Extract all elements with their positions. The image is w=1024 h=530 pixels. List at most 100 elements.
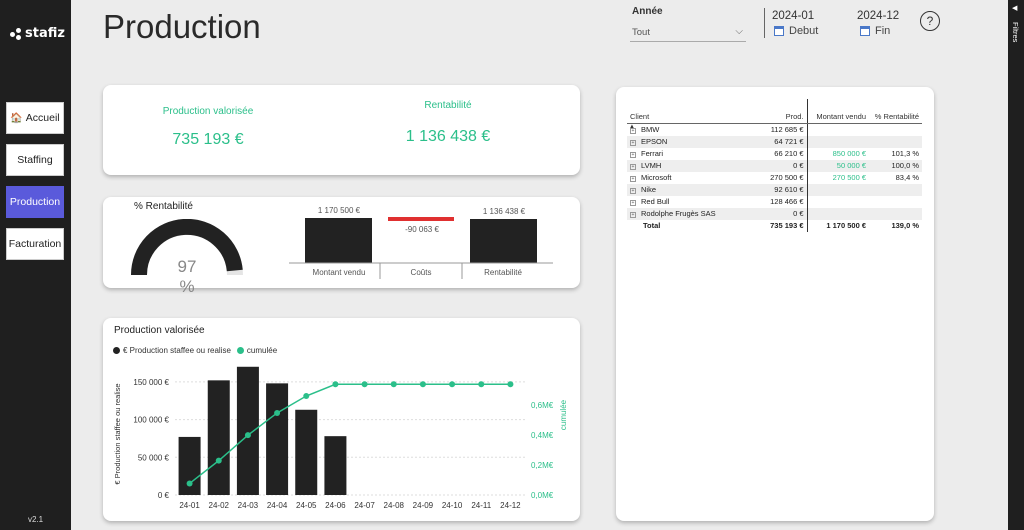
waterfall-value-rentabilite: 1 136 438 € — [482, 207, 526, 216]
table-row[interactable]: + Red Bull 128 466 € — [627, 195, 922, 208]
chart-legend: € Production staffee ou realise cumulée — [113, 346, 277, 355]
cell-prod: 0 € — [765, 207, 808, 220]
nav-facturation[interactable]: Facturation — [6, 228, 64, 260]
expand-icon[interactable]: + — [630, 152, 636, 158]
x-tick-label: 24-11 — [471, 501, 491, 510]
cumulee-point — [419, 381, 426, 388]
x-tick-label: 24-01 — [179, 501, 200, 510]
bar — [266, 383, 289, 495]
cell-total-label: Total — [643, 221, 661, 230]
logo-text: stafiz — [25, 26, 65, 41]
cell-rent — [869, 183, 922, 196]
annee-label: Année — [632, 6, 663, 17]
cell-prod: 128 466 € — [765, 195, 808, 208]
chart-title: Production valorisée — [114, 325, 205, 336]
bar — [178, 436, 201, 495]
nav-production-label: Production — [9, 196, 61, 208]
expand-icon[interactable]: + — [630, 164, 636, 170]
legend-production: € Production staffee ou realise — [123, 346, 231, 355]
gauge-fill — [131, 219, 243, 276]
table-row[interactable]: + BMW 112 685 € — [627, 123, 922, 136]
cell-client: + EPSON — [627, 135, 765, 148]
y-tick-label: 50 000 € — [138, 453, 170, 462]
nav-accueil[interactable]: 🏠 Accueil — [6, 102, 64, 134]
x-tick-label: 24-03 — [238, 501, 259, 510]
expand-icon[interactable]: + — [630, 128, 636, 134]
filters-pane-toggle[interactable]: ◀ Filtres — [1008, 0, 1024, 530]
table-row[interactable]: + Nike 92 610 € — [627, 183, 922, 196]
end-period: 2024-12 — [857, 10, 900, 22]
cell-vendu — [807, 196, 869, 208]
cell-vendu — [807, 183, 869, 196]
y-tick-label: 150 000 € — [133, 378, 169, 387]
cell-client: + Microsoft — [630, 173, 672, 182]
gauge-value: 97 % — [177, 257, 197, 296]
prod-kpi-value: 735 193 € — [172, 131, 244, 148]
table-row[interactable]: + Ferrari 66 210 € 850 000 € 101,3 % — [627, 147, 922, 160]
cell-total-prod: 735 193 € — [765, 219, 808, 232]
cumulee-point — [274, 409, 281, 416]
waterfall-value-vendu: 1 170 500 € — [317, 206, 361, 215]
waterfall-label-rentabilite: Rentabilité — [484, 268, 522, 277]
annee-value: Tout — [632, 27, 650, 38]
col-header-vendu[interactable]: Montant vendu — [807, 99, 869, 124]
y-axis-label: € Production staffee ou realise — [113, 383, 122, 484]
bar — [236, 366, 259, 495]
col-header-client[interactable]: Client ▲ — [627, 99, 765, 130]
cell-prod: 92 610 € — [765, 183, 808, 196]
table-row[interactable]: + EPSON 64 721 € — [627, 135, 922, 148]
calendar-icon — [860, 26, 870, 36]
cell-rent: 101,3 % — [891, 149, 919, 158]
cell-rent: 100,0 % — [869, 159, 922, 172]
x-tick-label: 24-05 — [296, 501, 317, 510]
x-tick-label: 24-06 — [325, 501, 346, 510]
expand-icon[interactable]: + — [630, 188, 636, 194]
end-date-button[interactable]: Fin — [860, 25, 890, 37]
cell-client: + BMW — [630, 125, 660, 134]
y-tick-label: 0 € — [158, 491, 170, 500]
cumulee-point — [332, 381, 339, 388]
logo-icon — [10, 27, 22, 40]
cell-rent — [869, 135, 922, 148]
bar — [324, 436, 347, 495]
x-tick-label: 24-07 — [354, 501, 375, 510]
x-tick-label: 24-04 — [267, 501, 288, 510]
cell-rent — [869, 196, 922, 208]
col-header-prod[interactable]: Prod. — [765, 99, 808, 124]
version-label: v2.1 — [28, 515, 44, 524]
start-date-button[interactable]: Debut — [774, 25, 818, 37]
expand-icon[interactable]: + — [630, 176, 636, 182]
x-tick-label: 24-02 — [209, 501, 230, 510]
cell-total-rent: 139,0 % — [891, 221, 919, 230]
table-row[interactable]: + Microsoft 270 500 € 270 500 € 83,4 % — [627, 171, 922, 184]
filters-label: Filtres — [1011, 22, 1020, 43]
expand-icon[interactable]: + — [630, 200, 636, 206]
nav-production[interactable]: Production — [6, 186, 64, 218]
expand-icon[interactable]: + — [630, 212, 636, 218]
cell-client: + Nike — [627, 183, 765, 196]
prod-kpi-label: Production valorisée — [162, 106, 254, 117]
col-header-rent[interactable]: % Rentabilité — [869, 99, 922, 124]
cell-prod: 0 € — [765, 159, 808, 172]
cell-vendu: 850 000 € — [832, 149, 866, 158]
nav-accueil-label: Accueil — [25, 112, 60, 124]
expand-icon[interactable]: + — [630, 140, 636, 146]
cell-prod: 112 685 € — [765, 123, 808, 136]
logo: stafiz — [10, 26, 65, 41]
waterfall-label-vendu: Montant vendu — [312, 268, 366, 277]
annee-dropdown[interactable]: Tout ⌵ — [630, 24, 746, 42]
rent-kpi-label: Rentabilité — [424, 100, 472, 111]
cell-client: + LVMH — [627, 159, 765, 172]
cell-client: + Red Bull — [630, 197, 670, 206]
nav-staffing[interactable]: Staffing — [6, 144, 64, 176]
cell-rent: 83,4 % — [895, 173, 919, 182]
waterfall-value-couts: -90 063 € — [405, 225, 439, 234]
client-table-card: Client ▲ Prod. Montant vendu % Rentabilit… — [616, 87, 934, 521]
table-row[interactable]: + Rodolphe Frugès SAS 0 € — [627, 207, 922, 220]
y2-tick-label: 0,4M€ — [531, 431, 554, 440]
help-button[interactable]: ? — [920, 11, 940, 31]
table-row[interactable]: + LVMH 0 €50 000 €100,0 % — [627, 159, 922, 172]
y2-tick-label: 0,0M€ — [531, 491, 554, 500]
sort-up-icon: ▲ — [629, 123, 635, 130]
page-title: Production — [103, 8, 261, 45]
